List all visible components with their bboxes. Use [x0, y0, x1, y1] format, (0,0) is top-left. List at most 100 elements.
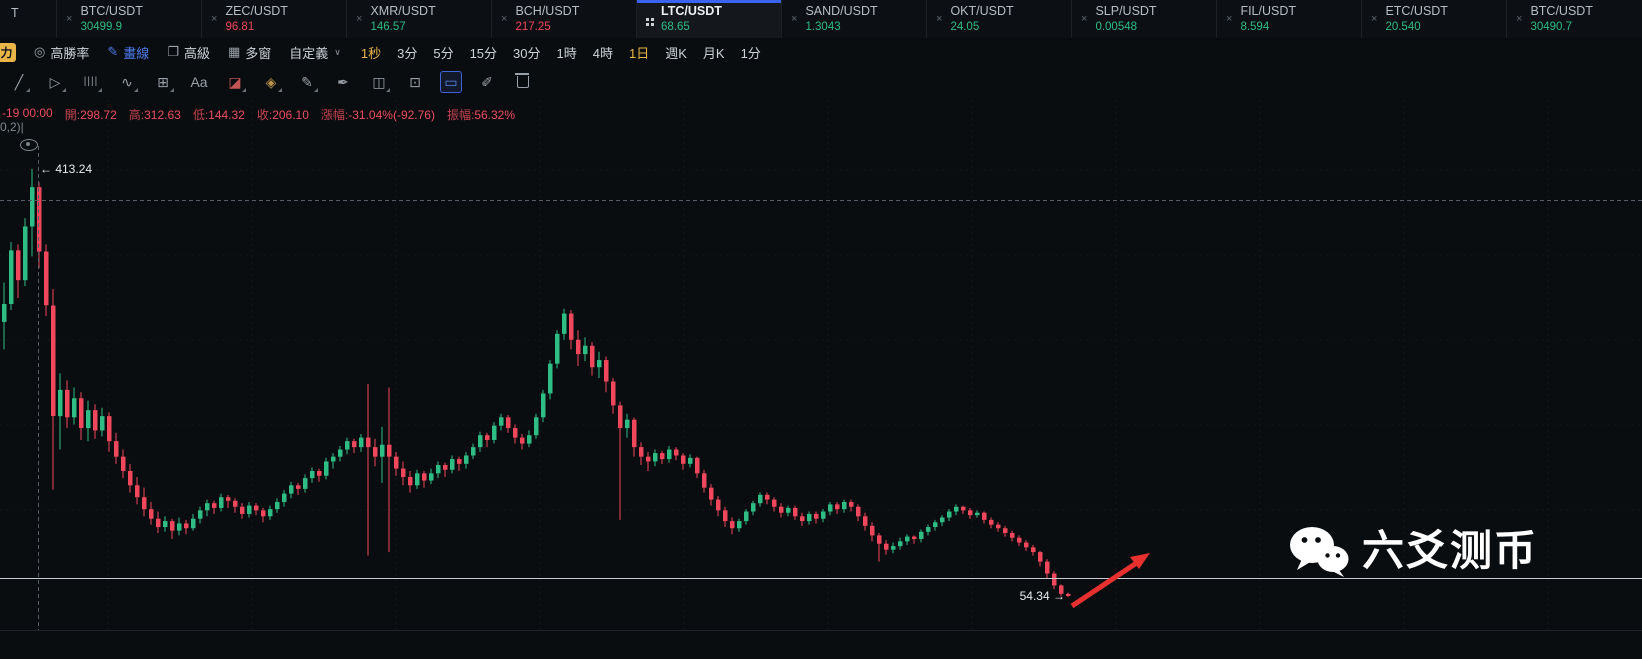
- icon-glyph: ⊡: [409, 74, 421, 90]
- pair-tab-sand-usdt[interactable]: × SAND/USDT 1.3043: [782, 0, 927, 38]
- close-tab-icon[interactable]: ×: [501, 13, 508, 25]
- fib-retracement-icon[interactable]: ||||: [80, 71, 102, 93]
- drawing-toolbar: ╱ ▷ |||| ∿ ⊞ Aa ◪ ◈ ✎ ✒ ◫ ⊡ ▭ ✐: [0, 66, 1642, 98]
- text-tool-icon[interactable]: Aa: [188, 71, 210, 93]
- pair-tab-xmr-usdt[interactable]: × XMR/USDT 146.57: [347, 0, 492, 38]
- timeframe-15分[interactable]: 15分: [469, 45, 498, 61]
- ink-pen-tool-icon[interactable]: ✒: [332, 71, 354, 93]
- wave-pattern-icon[interactable]: ∿: [116, 71, 138, 93]
- close-tab-icon[interactable]: ×: [1371, 13, 1378, 25]
- caret-mark: [62, 88, 66, 92]
- cursor-tool-icon[interactable]: ▷: [44, 71, 66, 93]
- tab-label-group: BCH/USDT 217.25: [515, 4, 579, 34]
- high-price-annotation: ← 413.24: [40, 162, 93, 176]
- pair-tab-btc-usdt[interactable]: × BTC/USDT 30499.9: [57, 0, 202, 38]
- timeframe-1時[interactable]: 1時: [556, 45, 577, 61]
- pair-tab-partial[interactable]: T: [0, 0, 57, 38]
- custom-label: 自定義: [289, 45, 329, 61]
- advanced-button[interactable]: ❐ 高級: [167, 43, 210, 62]
- timeframe-月K[interactable]: 月K: [702, 45, 725, 61]
- ohlc-open: 開:298.72: [65, 106, 117, 123]
- caret-mark: [134, 88, 138, 92]
- grid-pattern-icon[interactable]: ⊞: [152, 71, 174, 93]
- caret-mark: [386, 88, 390, 92]
- timeframe-1分[interactable]: 1分: [740, 45, 761, 61]
- ohlc-amplitude-label: 振幅:: [446, 108, 475, 122]
- visibility-eye-icon[interactable]: [20, 139, 38, 151]
- tab-pair-label: BTC/USDT: [80, 4, 143, 19]
- ohlc-close-label: 收:: [256, 108, 273, 122]
- caret-mark: [278, 88, 282, 92]
- power-chip[interactable]: 力: [0, 42, 16, 62]
- tab-label-group: SLP/USDT 0.00548: [1095, 4, 1156, 34]
- icon-glyph: Aa: [190, 74, 208, 90]
- ohlc-low-label: 低:: [192, 108, 209, 122]
- caret-mark: [26, 88, 30, 92]
- timeframe-30分[interactable]: 30分: [513, 45, 541, 61]
- draw-line-button[interactable]: ✎ 畫線: [107, 43, 149, 62]
- note-edit-icon[interactable]: ✐: [476, 71, 498, 93]
- tab-price: 68.65: [661, 20, 690, 33]
- trend-line-icon[interactable]: ╱: [8, 71, 30, 93]
- tab-price: 146.57: [370, 20, 406, 33]
- trash-icon[interactable]: [512, 71, 534, 93]
- panel-icon: ❐: [167, 44, 179, 59]
- candles: [2, 168, 1071, 597]
- close-tab-icon[interactable]: ×: [66, 13, 73, 25]
- ohlc-open-value: 298.72: [80, 108, 117, 122]
- pair-tab-fil-usdt[interactable]: × FIL/USDT 8.594: [1217, 0, 1362, 38]
- caret-mark: [242, 88, 246, 92]
- low-price-annotation: 54.34 →: [1019, 589, 1065, 603]
- tab-label-group: OKT/USDT 24.05: [950, 4, 1013, 34]
- ohlc-low-value: 144.32: [208, 108, 245, 122]
- tab-pair-label: BCH/USDT: [515, 4, 580, 19]
- screenshot-icon[interactable]: ⊡: [404, 71, 426, 93]
- trash-glyph: [515, 73, 529, 88]
- multi-window-button[interactable]: ▦ 多窗: [228, 43, 271, 62]
- timeframe-週K[interactable]: 週K: [665, 45, 687, 61]
- tab-pair-label: SLP/USDT: [1095, 4, 1157, 19]
- custom-timeframe-button[interactable]: 自定義 ∨: [289, 43, 341, 62]
- advanced-label: 高級: [183, 45, 210, 61]
- close-tab-icon[interactable]: ×: [1516, 13, 1523, 25]
- high-winrate-button[interactable]: ◎ 高勝率: [34, 43, 89, 62]
- close-tab-icon[interactable]: ×: [936, 13, 943, 25]
- pair-tab-ltc-usdt[interactable]: LTC/USDT 68.65: [637, 0, 782, 38]
- high-winrate-label: 高勝率: [50, 45, 90, 61]
- close-tab-icon[interactable]: ×: [356, 13, 363, 25]
- pair-tab-zec-usdt[interactable]: × ZEC/USDT 96.81: [202, 0, 347, 38]
- close-tab-icon[interactable]: ×: [791, 13, 798, 25]
- pencil-tool-icon[interactable]: ✎: [296, 71, 318, 93]
- highlighter-tool-icon[interactable]: ◈: [260, 71, 282, 93]
- timeframe-1秒[interactable]: 1秒: [360, 45, 382, 61]
- pair-tab-slp-usdt[interactable]: × SLP/USDT 0.00548: [1072, 0, 1217, 38]
- close-tab-icon[interactable]: ×: [211, 13, 218, 25]
- icon-glyph: ◈: [265, 74, 277, 90]
- timeframe-3分[interactable]: 3分: [397, 45, 418, 61]
- selection-box-icon[interactable]: ▭: [440, 71, 462, 93]
- tab-pair-label: SAND/USDT: [805, 4, 878, 19]
- tab-price: 0.00548: [1095, 20, 1138, 33]
- timeframe-4時[interactable]: 4時: [592, 45, 613, 61]
- chevron-down-icon: ∨: [334, 46, 341, 57]
- ohlc-low: 低:144.32: [193, 106, 245, 123]
- grid: [0, 100, 1642, 630]
- tab-price: 217.25: [515, 20, 551, 33]
- timeframe-5分[interactable]: 5分: [433, 45, 454, 61]
- timeframe-1日[interactable]: 1日: [628, 45, 650, 61]
- pair-tab-okt-usdt[interactable]: × OKT/USDT 24.05: [927, 0, 1072, 38]
- pattern-boxes-icon[interactable]: ◫: [368, 71, 390, 93]
- close-tab-icon[interactable]: ×: [1081, 13, 1088, 25]
- tab-price: 96.81: [225, 20, 255, 33]
- target-icon: ◎: [34, 44, 46, 59]
- pair-tab-btc-usdt[interactable]: × BTC/USDT 30490.7: [1507, 0, 1642, 38]
- close-tab-icon[interactable]: ×: [1226, 13, 1233, 25]
- tab-price: 30499.9: [80, 20, 123, 33]
- tab-price: 24.05: [950, 20, 980, 33]
- red-arrow-annotation: [1070, 553, 1150, 609]
- pair-tab-etc-usdt[interactable]: × ETC/USDT 20.540: [1362, 0, 1507, 38]
- icon-glyph: ◪: [228, 74, 242, 90]
- pair-tab-bch-usdt[interactable]: × BCH/USDT 217.25: [492, 0, 637, 38]
- eraser-tool-icon[interactable]: ◪: [224, 71, 246, 93]
